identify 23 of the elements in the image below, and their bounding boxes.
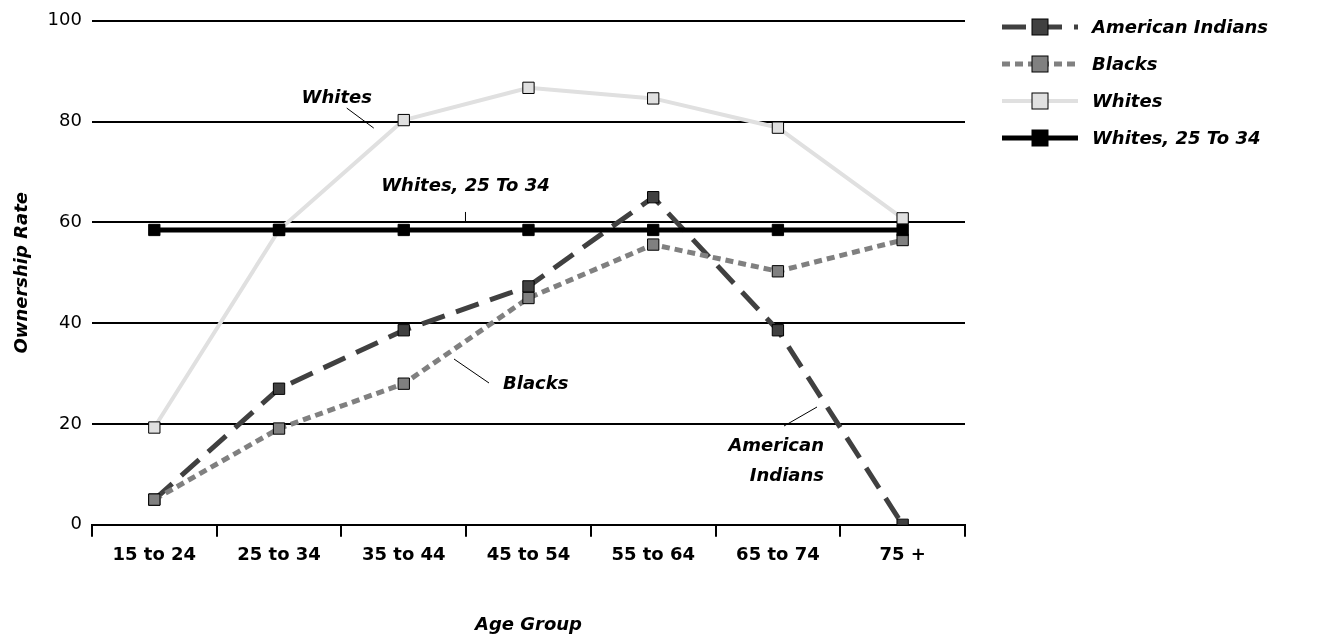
annotation: Blacks: [503, 371, 569, 393]
annotation: Whites, 25 To 34: [381, 173, 550, 195]
y-tick-label: 80: [59, 109, 82, 131]
legend-label: Blacks: [1092, 53, 1158, 74]
x-tick-label: 75 +: [879, 543, 926, 565]
x-tick-label: 25 to 34: [237, 543, 321, 565]
legend-label: American Indians: [1092, 16, 1269, 37]
legend-label: Whites, 25 To 34: [1092, 127, 1261, 148]
x-axis-title: Age Group: [472, 612, 583, 634]
legend-label: Whites: [1092, 90, 1163, 111]
y-axis-title: Ownership Rate: [10, 192, 32, 354]
x-tick-label: 45 to 54: [486, 543, 571, 565]
y-tick-label: 100: [47, 8, 82, 30]
x-tick-label: 65 to 74: [736, 543, 820, 565]
x-tick-label: 35 to 44: [361, 543, 446, 565]
y-tick-label: 60: [59, 210, 82, 232]
annotation: Whites: [301, 85, 373, 107]
x-tick-label: 15 to 24: [112, 543, 197, 565]
y-tick-label: 0: [70, 512, 82, 534]
x-tick-label: 55 to 64: [611, 543, 695, 565]
y-tick-label: 40: [59, 310, 82, 332]
annotation: American Indians: [726, 433, 825, 485]
y-tick-label: 20: [59, 411, 82, 433]
